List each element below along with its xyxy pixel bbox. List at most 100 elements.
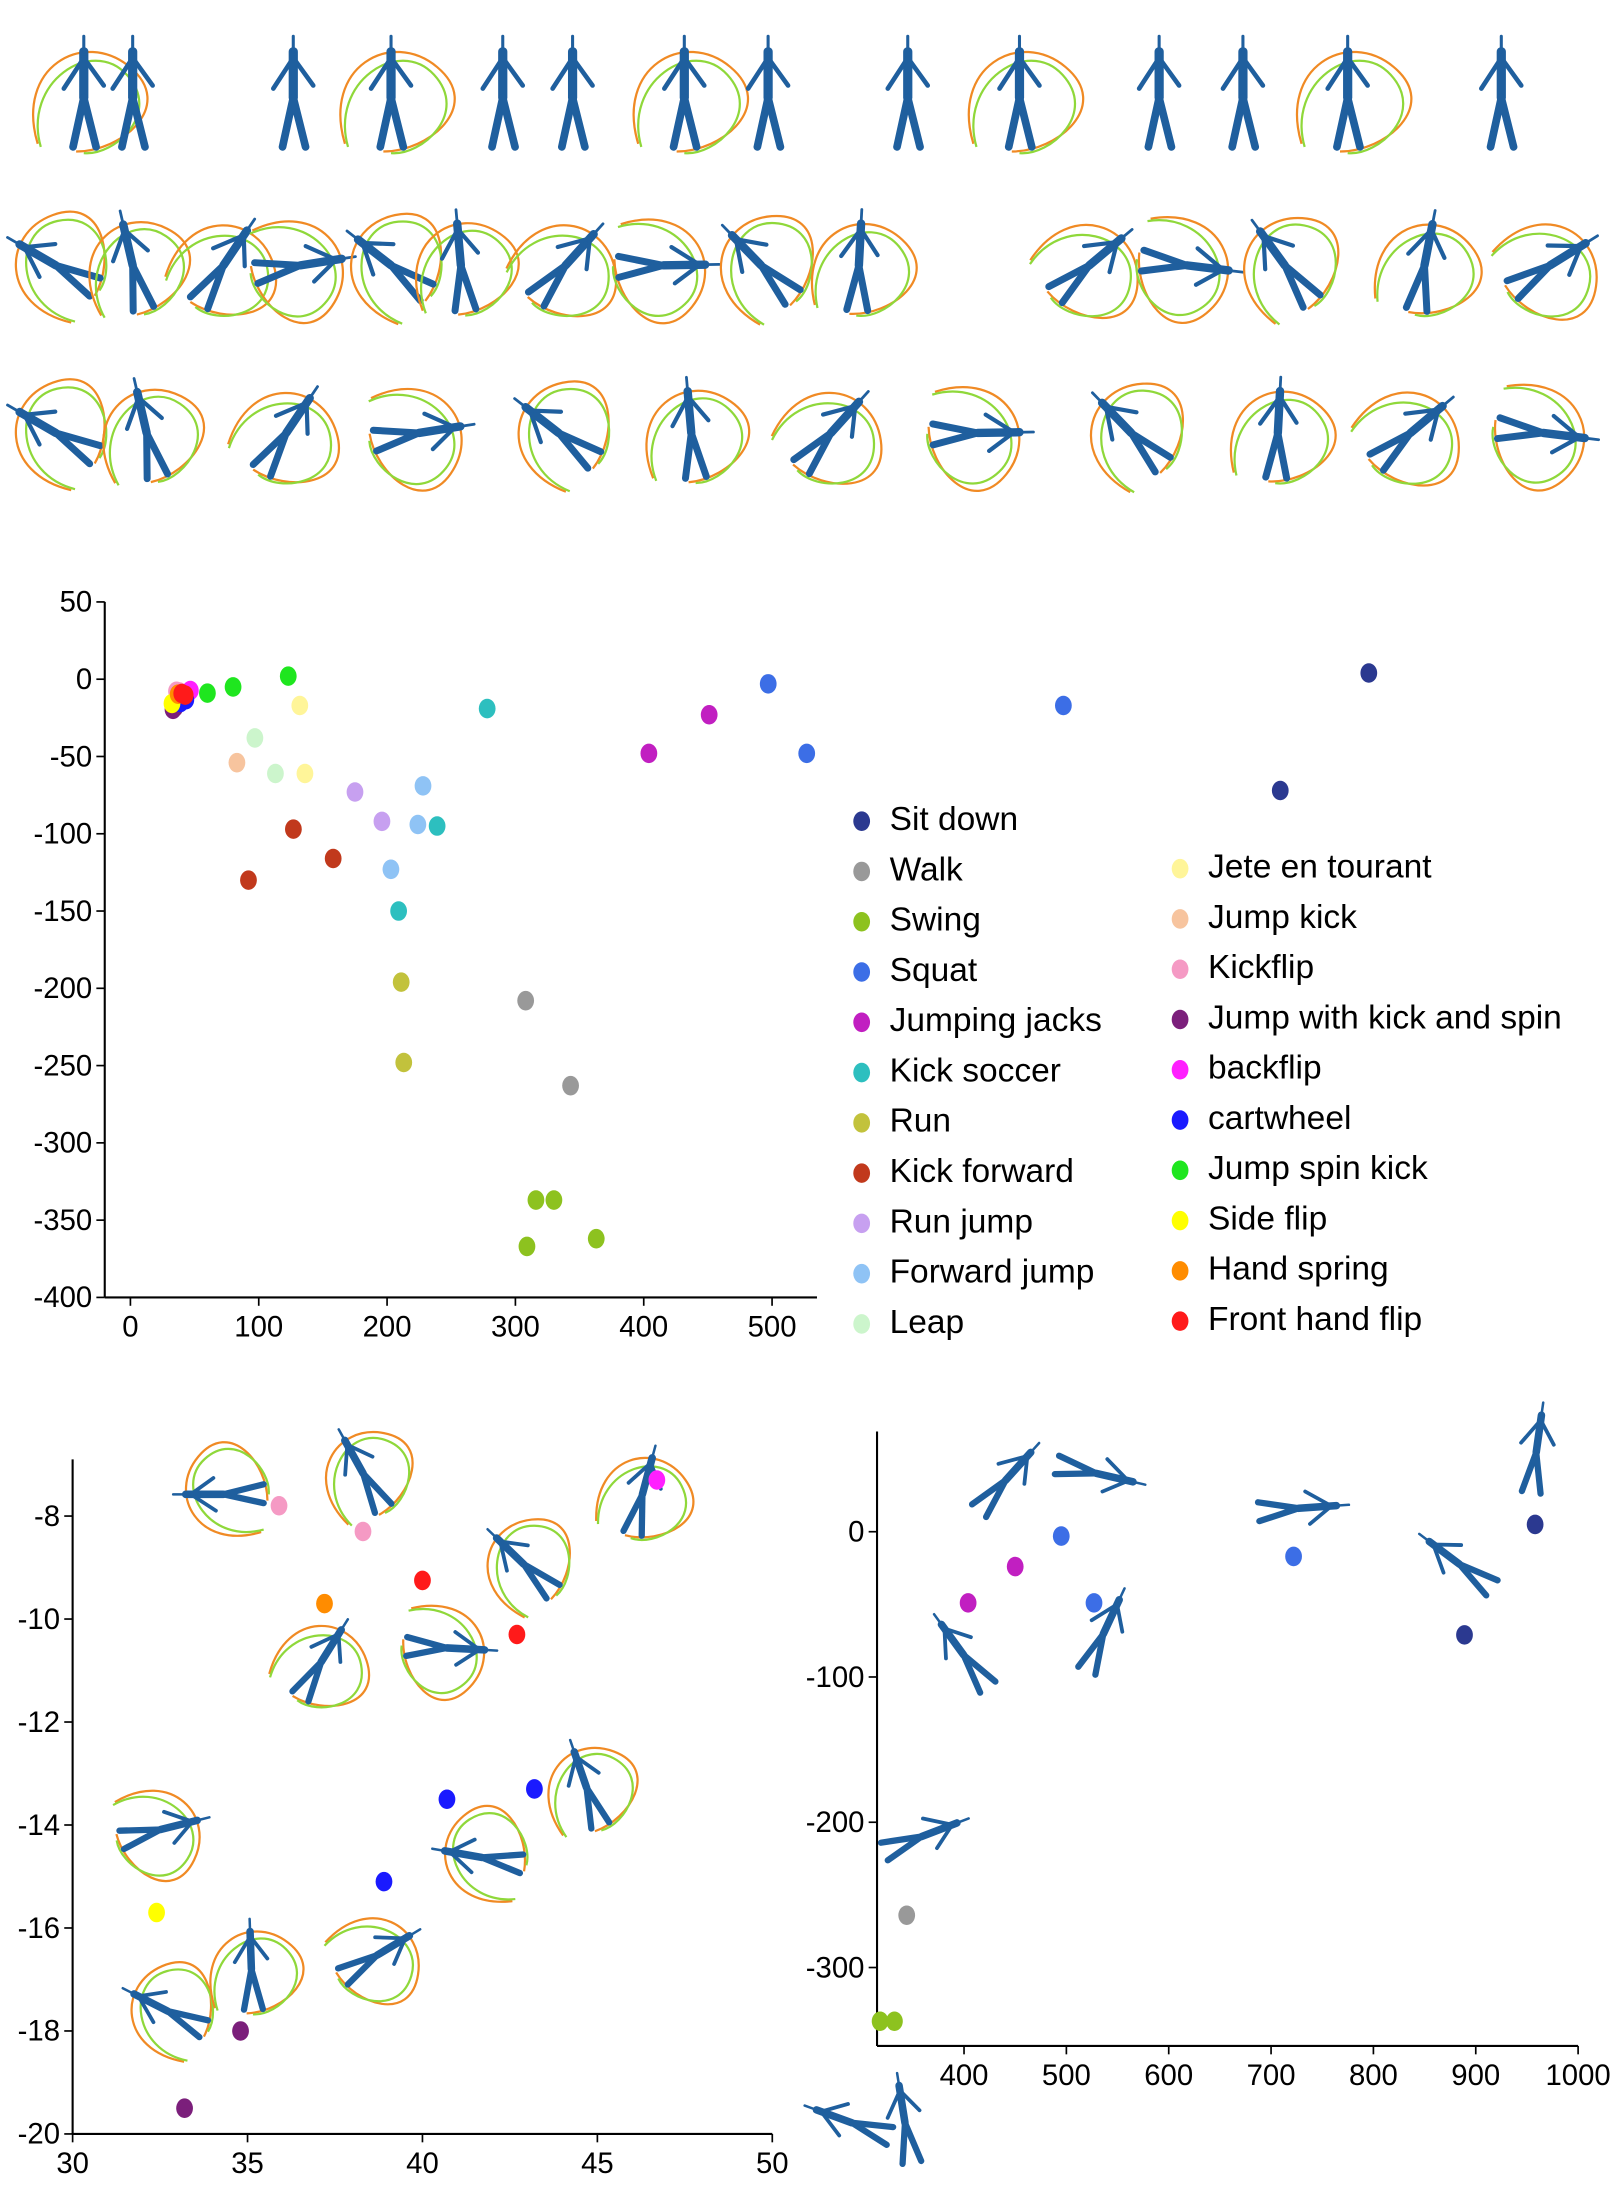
limb (1243, 98, 1255, 147)
stick-figure (273, 36, 313, 147)
limb (251, 1969, 262, 2010)
limb (84, 98, 96, 147)
stick-figure (1071, 1582, 1139, 1678)
x-tick-label: 700 (1247, 2059, 1296, 2092)
trajectory (1069, 363, 1207, 500)
limb (691, 432, 706, 477)
x-tick-label: 30 (56, 2147, 89, 2180)
legend-label: Front hand flip (1208, 1301, 1422, 1338)
stick-figure (340, 36, 454, 153)
y-tick-label: -150 (34, 895, 93, 928)
limb (908, 98, 920, 147)
stick-figure (0, 187, 128, 330)
y-tick-label: -100 (806, 1661, 865, 1694)
legend-marker (853, 862, 870, 882)
legend-marker (853, 1013, 870, 1033)
stick-figure (641, 372, 754, 487)
x-tick-label: 800 (1349, 2059, 1398, 2092)
stick-figure (1130, 214, 1248, 330)
stick-figure (1215, 186, 1362, 333)
stick-figure (362, 379, 483, 498)
trajectory (642, 386, 753, 485)
x-tick-label: 1000 (1545, 2059, 1610, 2092)
y-tick-label: -300 (806, 1951, 865, 1984)
legend-label: cartwheel (1208, 1100, 1351, 1137)
point (1360, 663, 1377, 683)
limb (1276, 433, 1289, 478)
y-tick-label: -20 (18, 2118, 60, 2151)
limb (223, 1484, 263, 1494)
limb (1121, 229, 1132, 238)
point (383, 860, 400, 880)
trajectory (1484, 204, 1616, 340)
point (640, 744, 657, 764)
limb (515, 399, 526, 408)
trajectory (764, 371, 902, 508)
trajectory (108, 1780, 210, 1890)
trajectory (309, 1415, 430, 1532)
x-tick-label: 100 (234, 1311, 283, 1344)
y-tick-label: -18 (18, 2015, 60, 2048)
stick-figure (531, 1723, 651, 1844)
point (291, 696, 308, 716)
stick-figure (612, 218, 720, 324)
point (562, 1076, 579, 1096)
limb (594, 224, 603, 234)
point (148, 1903, 165, 1923)
point (393, 972, 410, 992)
point (177, 685, 194, 705)
limb (1229, 270, 1243, 272)
y-tick-label: 0 (76, 663, 92, 696)
legend-label: Leap (890, 1304, 965, 1341)
point (648, 1470, 665, 1490)
legend-marker (853, 1113, 870, 1133)
legend-label: Kick soccer (890, 1052, 1061, 1089)
point (439, 1789, 456, 1809)
point (247, 728, 264, 748)
point (271, 1496, 288, 1516)
y-tick-label: 50 (60, 586, 93, 619)
point (517, 991, 534, 1011)
stick-figure (969, 36, 1083, 153)
limb (1259, 1508, 1300, 1521)
legend-label: Jump spin kick (1208, 1150, 1428, 1187)
stick-figure (1223, 36, 1263, 147)
stick-figure (220, 361, 366, 507)
stick-figure (1409, 1521, 1501, 1602)
stick-figure (634, 36, 748, 153)
point (546, 1190, 563, 1210)
point (374, 812, 391, 832)
limb (256, 265, 302, 283)
legend-marker (1172, 1311, 1189, 1331)
legend-marker (1172, 959, 1189, 979)
legend-label: Side flip (1208, 1200, 1327, 1237)
stick-figure (1370, 202, 1492, 326)
stick-figure (173, 1442, 269, 1536)
x-tick-label: 400 (619, 1311, 668, 1344)
stick-figure (553, 36, 593, 147)
limb (857, 265, 870, 310)
limb (310, 387, 318, 399)
stick-figure (878, 1803, 974, 1866)
point (297, 764, 314, 784)
y-tick-label: 0 (848, 1515, 864, 1548)
legend-label: Walk (890, 851, 963, 888)
legend-label: Jumping jacks (890, 1002, 1102, 1039)
limb (1280, 377, 1281, 391)
legend-label: Kickflip (1208, 949, 1314, 986)
stick-figure (1229, 375, 1338, 487)
trajectory (263, 1608, 386, 1727)
point (225, 677, 242, 697)
limb (619, 265, 664, 277)
limb (933, 433, 978, 445)
stick-figure (483, 36, 523, 147)
stick-figure (107, 1777, 222, 1891)
stick-figure (208, 1917, 305, 2016)
point (325, 849, 342, 869)
legend-label: Kick forward (890, 1153, 1074, 1190)
point (760, 674, 777, 694)
y-tick-label: -8 (34, 1500, 60, 1533)
limb (1419, 1534, 1429, 1542)
trajectory (0, 194, 127, 329)
legend-marker (853, 1214, 870, 1234)
